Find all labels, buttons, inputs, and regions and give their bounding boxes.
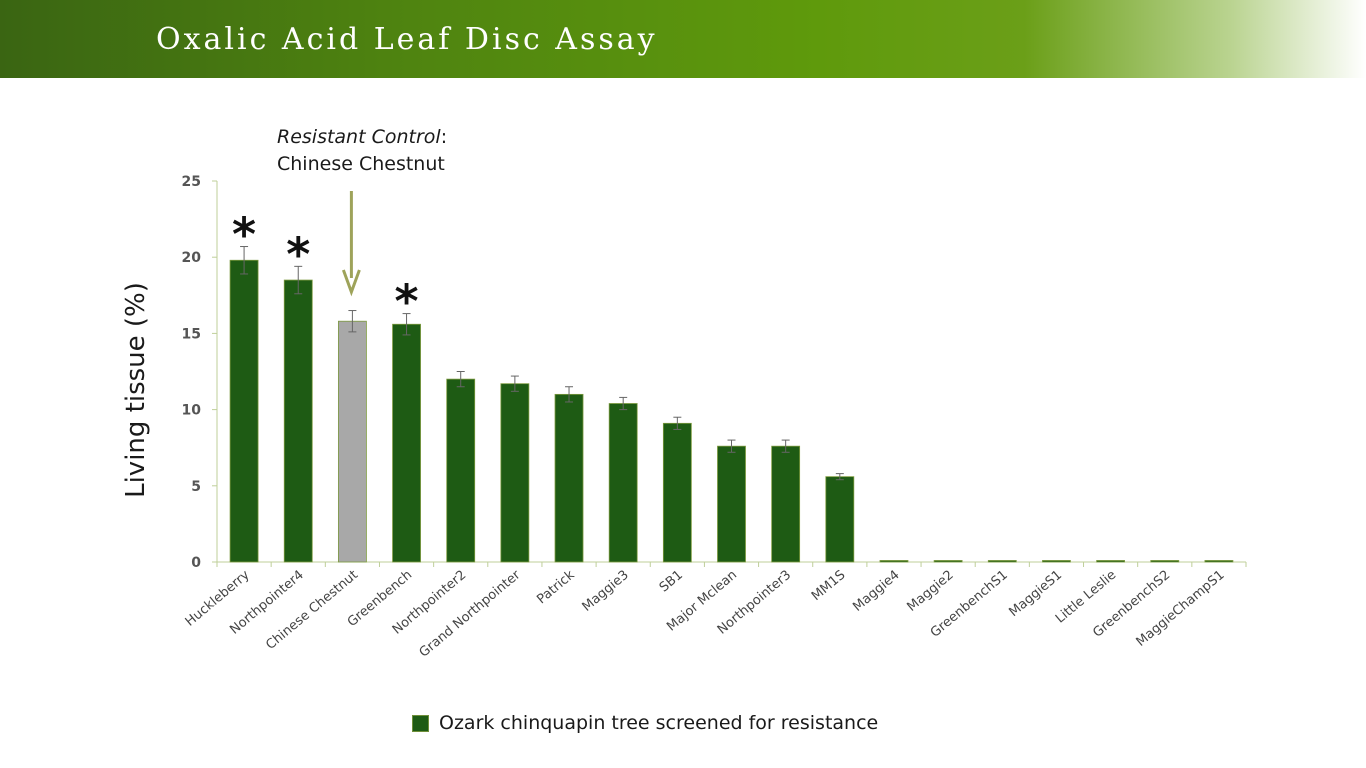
resistant-control-annotation: Resistant Control: Chinese Chestnut [277, 124, 447, 178]
bar [771, 445, 801, 563]
bar [987, 560, 1017, 563]
x-tick-label: Maggie3 [580, 568, 632, 615]
significance-asterisk: * [395, 275, 419, 329]
annotation-line2: Chinese Chestnut [277, 153, 445, 175]
bar [554, 393, 584, 563]
legend: Ozark chinquapin tree screened for resis… [412, 712, 878, 734]
bar [229, 259, 259, 563]
y-tick-label: 0 [191, 555, 201, 571]
y-tick-label: 25 [182, 174, 201, 190]
annotation-colon: : [440, 126, 448, 148]
bar [337, 320, 367, 563]
x-tick-label: Maggie4 [850, 568, 902, 615]
bar [662, 422, 692, 563]
y-tick-label: 10 [182, 403, 202, 419]
bar [392, 323, 421, 563]
y-tick-label: 15 [182, 326, 201, 342]
x-tick-label: Chinese Chestnut [263, 568, 361, 653]
page-title: Oxalic Acid Leaf Disc Assay [156, 22, 658, 57]
bar [500, 383, 530, 563]
y-tick-label: 5 [191, 479, 201, 495]
legend-swatch [412, 714, 429, 732]
x-tick-label: Grand Northpointer [417, 567, 524, 660]
x-tick-label: SB1 [657, 568, 686, 596]
significance-asterisk: * [286, 227, 310, 281]
x-tick-label: MM1S [809, 568, 848, 605]
title-bar: Oxalic Acid Leaf Disc Assay [0, 0, 1366, 78]
bar [879, 560, 909, 563]
bar [1096, 560, 1126, 563]
x-tick-label: Patrick [534, 567, 578, 607]
bar [283, 279, 313, 563]
bar [825, 476, 855, 563]
significance-asterisk: * [232, 208, 256, 262]
bar [1042, 560, 1071, 563]
x-tick-label: Maggie2 [904, 568, 956, 615]
bar [1204, 560, 1234, 563]
annotation-italic-text: Resistant Control [277, 126, 441, 148]
bar [933, 560, 963, 563]
legend-label: Ozark chinquapin tree screened for resis… [439, 712, 879, 734]
y-tick-label: 20 [182, 250, 202, 266]
bar [717, 445, 746, 563]
bar [1150, 560, 1180, 563]
bar [608, 403, 638, 563]
control-arrow-head [341, 269, 361, 297]
bar [446, 378, 476, 563]
